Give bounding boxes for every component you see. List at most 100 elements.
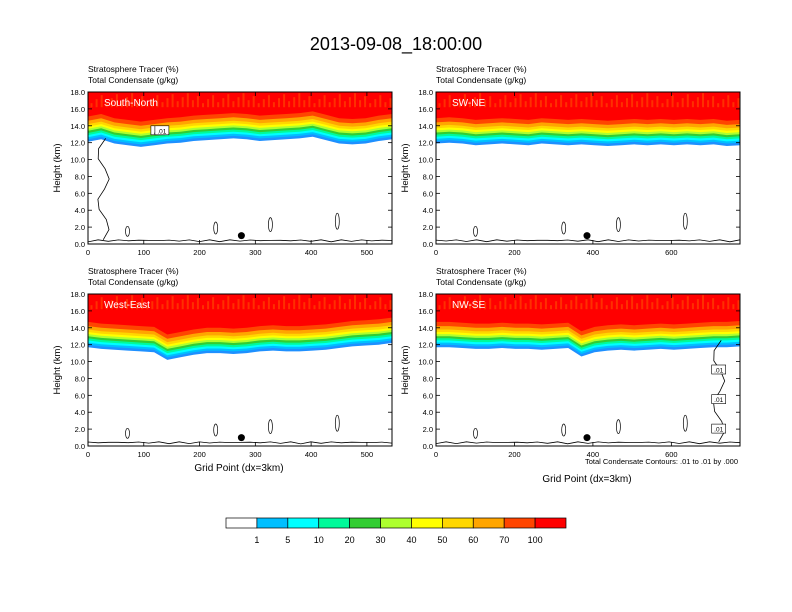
tracer-streak: [519, 94, 522, 108]
tracer-streak: [626, 300, 628, 310]
tracer-streak: [534, 295, 537, 310]
tracer-streak: [136, 302, 139, 310]
y-tick-label: 2.0: [75, 425, 85, 434]
tracer-streak: [565, 304, 568, 310]
tracer-streak: [247, 302, 250, 310]
contour-label: .01: [714, 427, 723, 434]
tracer-streak: [534, 93, 537, 108]
tracer-streak: [374, 99, 377, 108]
y-tick-label: 14.0: [418, 324, 433, 333]
tracer-streak: [636, 101, 639, 108]
tracer-streak: [181, 299, 184, 310]
tracer-streak: [620, 304, 623, 310]
cloud-contour: [97, 138, 110, 240]
plot-frame: [87, 91, 393, 245]
tracer-streak: [176, 101, 179, 108]
tracer-streak: [105, 304, 108, 310]
y-tick-label: 4.0: [423, 206, 433, 215]
tracer-streak: [343, 101, 346, 108]
tracer-streak: [156, 95, 159, 108]
tracer-streak: [555, 99, 558, 108]
tracer-streak: [146, 305, 149, 310]
tracer-streak: [90, 305, 93, 310]
tracer-streak: [560, 297, 563, 310]
condensate-contour: [473, 427, 478, 439]
tracer-streak: [443, 99, 446, 108]
colorbar-box-7: [442, 517, 474, 529]
plot-frame: [435, 293, 741, 447]
plot-area: .01.01: [88, 92, 392, 244]
y-tick-label: 0.0: [75, 442, 85, 451]
tracer-streak: [354, 295, 356, 310]
tracer-streak: [207, 99, 210, 108]
tracer-streak: [176, 303, 179, 310]
tracer-streak: [737, 300, 740, 310]
y-tick-label: 4.0: [75, 206, 85, 215]
tracer-streak: [323, 95, 326, 108]
tracer-streak: [293, 97, 296, 108]
tracer-streak: [196, 298, 199, 310]
y-tick-label: 12.0: [418, 341, 433, 350]
panel-name: NW-SE: [452, 300, 485, 311]
x-tick-label: 200: [508, 450, 521, 459]
tracer-streak: [126, 299, 128, 310]
tracer-streak: [727, 297, 730, 310]
tracer-streak: [484, 302, 487, 310]
tracer-streak: [328, 304, 331, 310]
tracer-streak: [651, 100, 654, 108]
tracer-streak: [570, 300, 573, 310]
tracer-streak: [544, 298, 547, 310]
x-tick-label: 300: [249, 450, 262, 459]
y-tick-label: 6.0: [423, 189, 433, 198]
panel-west-east: West-East Stratosphere Tracer (%)Total Co…: [52, 266, 393, 459]
tracer-streak: [646, 295, 649, 310]
condensate-contour: [616, 419, 621, 434]
plot-area: [88, 294, 392, 446]
x-tick-label: 200: [193, 248, 206, 257]
colorbar-box-10: [534, 517, 567, 529]
condensate-contour: [334, 212, 340, 230]
tracer-streak: [389, 98, 392, 108]
tracer-streak: [696, 97, 699, 108]
tracer-streak: [686, 94, 689, 108]
y-tick-label: 12.0: [418, 139, 433, 148]
tracer-streak: [100, 297, 103, 310]
x-axis-label-left: Grid Point (dx=3km): [194, 463, 283, 474]
tracer-band-0: [436, 294, 740, 332]
tracer-streak: [671, 297, 674, 310]
condensate-contour: [561, 221, 567, 235]
tracer-streak: [196, 96, 199, 108]
y-tick-label: 12.0: [70, 341, 85, 350]
tracer-streak: [722, 301, 725, 310]
tracer-streak: [555, 301, 558, 310]
tracer-streak: [732, 102, 735, 108]
tracer-streak: [227, 94, 230, 108]
tracer-streak: [105, 102, 108, 108]
tracer-streak: [524, 303, 527, 310]
y-tick-label: 4.0: [75, 408, 85, 417]
plot-area: .01 .01 .01: [436, 294, 740, 446]
variable-label: Stratosphere Tracer (%): [88, 64, 179, 74]
x-tick-label: 400: [305, 450, 318, 459]
tracer-streak: [202, 103, 204, 108]
tracer-streak: [318, 301, 321, 310]
tracer-streak: [384, 102, 387, 108]
tracer-streak: [712, 298, 715, 310]
condensate-contour: [268, 217, 273, 232]
colorbar-label: 100: [528, 535, 543, 545]
variable-label: Stratosphere Tracer (%): [436, 266, 527, 276]
colorbar-label: 5: [285, 535, 290, 545]
tracer-streak: [666, 99, 669, 108]
tracer-streak: [539, 302, 542, 310]
contour-label-box: [711, 364, 727, 375]
variable-label: Total Condensate (g/kg): [436, 75, 526, 85]
tracer-streak: [131, 295, 134, 310]
x-tick-label: 0: [434, 248, 438, 257]
tracer-streak: [293, 299, 296, 310]
colorbar-label: 30: [375, 535, 385, 545]
tracer-streak: [463, 94, 466, 108]
tracer-streak: [95, 301, 98, 310]
colorbar-label: 1: [254, 535, 259, 545]
tracer-streak: [262, 99, 265, 108]
